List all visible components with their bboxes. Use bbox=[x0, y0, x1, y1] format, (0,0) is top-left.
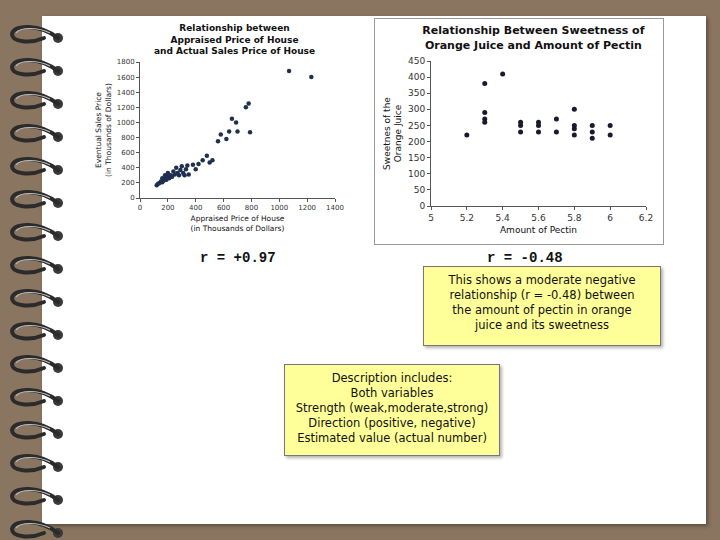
html-text:Strength (weak,moderate,strong: Strength (weak,moderate,strong) bbox=[295, 401, 489, 415]
html-text:the amount of pectin in orange: the amount of pectin in orange bbox=[452, 303, 632, 317]
svg-text:5.4: 5.4 bbox=[496, 213, 511, 223]
svg-text:300: 300 bbox=[408, 104, 425, 114]
svg-text:1200: 1200 bbox=[117, 104, 135, 112]
html-text:Estimated value (actual number: Estimated value (actual number) bbox=[297, 431, 487, 445]
html-text:Direction (positive, negative): Direction (positive, negative) bbox=[308, 416, 476, 430]
svg-text:200: 200 bbox=[161, 204, 174, 212]
svg-text:200: 200 bbox=[408, 137, 425, 147]
svg-text:6.2: 6.2 bbox=[639, 213, 653, 223]
html-text:This shows a moderate negative: This shows a moderate negative bbox=[448, 273, 636, 287]
html-text:r = -0.48: r = -0.48 bbox=[487, 250, 563, 266]
svg-text:5: 5 bbox=[428, 213, 434, 223]
svg-text:400: 400 bbox=[408, 72, 425, 82]
svg-text:1600: 1600 bbox=[117, 74, 135, 82]
svg-text:Sweetnes of theOrange Juice: Sweetnes of theOrange Juice bbox=[382, 97, 404, 170]
svg-text:1200: 1200 bbox=[298, 204, 316, 212]
svg-text:Appraised Price of House(in Th: Appraised Price of House(in Thousands of… bbox=[191, 214, 285, 233]
html-text:relationship (r = -0.48) betwe: relationship (r = -0.48) between bbox=[449, 288, 635, 302]
svg-text:5.6: 5.6 bbox=[531, 213, 546, 223]
svg-text:1000: 1000 bbox=[270, 204, 288, 212]
svg-text:150: 150 bbox=[408, 153, 425, 163]
svg-text:50: 50 bbox=[414, 185, 426, 195]
svg-text:400: 400 bbox=[189, 204, 202, 212]
svg-text:400: 400 bbox=[121, 164, 134, 172]
svg-text:450: 450 bbox=[408, 56, 425, 66]
html-text:r = +0.97: r = +0.97 bbox=[200, 250, 276, 266]
svg-text:Eventual Sales Price(in Thousa: Eventual Sales Price(in Thousands of Dol… bbox=[94, 83, 113, 177]
svg-text:1800: 1800 bbox=[117, 58, 135, 66]
html-text:juice and its sweetness: juice and its sweetness bbox=[475, 318, 609, 332]
svg-text:800: 800 bbox=[245, 204, 258, 212]
svg-text:1000: 1000 bbox=[117, 119, 135, 127]
svg-text:0: 0 bbox=[130, 194, 134, 202]
html-text:Both variables: Both variables bbox=[350, 386, 434, 400]
svg-text:250: 250 bbox=[408, 121, 425, 131]
svg-text:800: 800 bbox=[121, 134, 134, 142]
svg-text:0: 0 bbox=[419, 201, 425, 211]
svg-text:Relationship betweenAppraised: Relationship betweenAppraised Price of H… bbox=[154, 23, 315, 56]
svg-text:1400: 1400 bbox=[117, 89, 135, 97]
svg-text:Amount of Pectin: Amount of Pectin bbox=[500, 225, 577, 235]
svg-text:200: 200 bbox=[121, 179, 134, 187]
svg-text:6: 6 bbox=[607, 213, 613, 223]
svg-text:Relationship Between Sweetness: Relationship Between Sweetness ofOrange … bbox=[422, 24, 644, 51]
svg-text:600: 600 bbox=[217, 204, 230, 212]
html-text:Description includes:: Description includes: bbox=[331, 371, 453, 385]
svg-text:600: 600 bbox=[121, 149, 134, 157]
svg-text:1400: 1400 bbox=[326, 204, 344, 212]
svg-text:100: 100 bbox=[408, 169, 425, 179]
svg-text:5.8: 5.8 bbox=[567, 213, 582, 223]
svg-text:350: 350 bbox=[408, 88, 425, 98]
svg-text:5.2: 5.2 bbox=[460, 213, 474, 223]
svg-text:0: 0 bbox=[138, 204, 142, 212]
